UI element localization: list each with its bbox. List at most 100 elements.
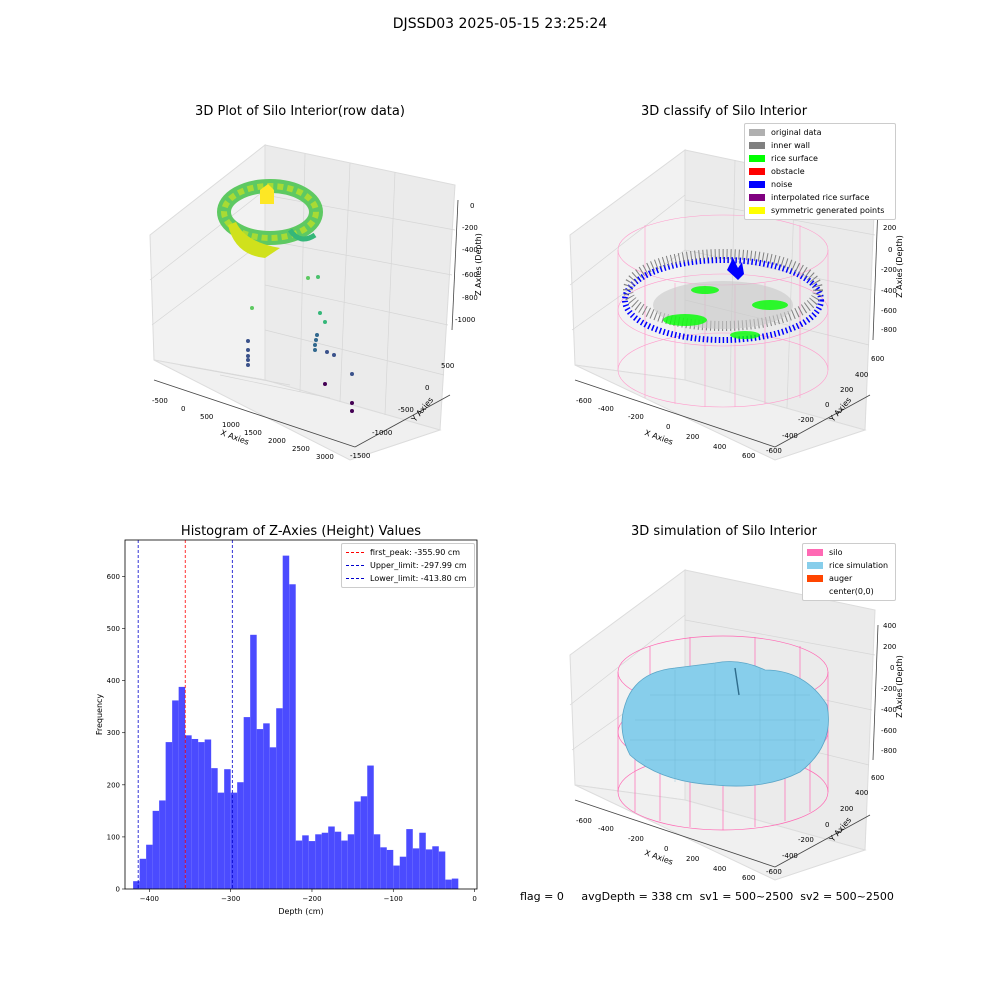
p1-ytick: -500 xyxy=(398,406,414,414)
histogram-bar xyxy=(256,729,264,889)
p4-xtick: 0 xyxy=(664,845,669,853)
y-tick-label: 100 xyxy=(107,833,120,841)
p2-ytick: 400 xyxy=(855,371,869,379)
legend-swatch xyxy=(807,562,823,569)
panel3-legend: first_peak: -355.90 cm Upper_limit: -297… xyxy=(341,543,475,588)
status-footer: flag = 0 avgDepth = 338 cm sv1 = 500~250… xyxy=(520,890,894,903)
histogram-bar xyxy=(172,700,179,889)
panel1-3d-scatter xyxy=(149,143,459,461)
histogram-bar xyxy=(419,832,426,889)
histogram-bar xyxy=(139,858,147,889)
plot-frame xyxy=(124,539,478,890)
histogram-bar xyxy=(393,865,400,889)
p4-ztick: 400 xyxy=(883,622,897,630)
histogram-bar xyxy=(133,881,140,889)
p1-ztick: -600 xyxy=(462,271,478,279)
panel2-legend: original data inner wall rice surface ob… xyxy=(744,123,896,220)
legend-item: noise xyxy=(745,178,895,191)
legend-item: center(0,0) xyxy=(803,585,895,598)
p1-xtick: 500 xyxy=(200,413,214,421)
legend-label: original data xyxy=(771,128,822,137)
legend-label: auger xyxy=(829,574,853,583)
p2-ztick: 200 xyxy=(883,224,897,232)
histogram-bar xyxy=(152,810,160,889)
p4-xtick: 400 xyxy=(713,865,727,873)
legend-label: silo xyxy=(829,548,843,557)
panel4-z-label: Z Axies (Depth) xyxy=(894,655,904,718)
panel2-3d-classify xyxy=(569,149,879,461)
panel1-point-cloud xyxy=(217,179,323,258)
panel4-rice-surface xyxy=(621,661,829,787)
legend-swatch xyxy=(749,194,765,201)
histogram-bar xyxy=(224,769,231,889)
histogram-bar xyxy=(380,847,387,889)
histogram-bar xyxy=(211,768,218,889)
p1-ztick: 0 xyxy=(470,202,475,210)
p2-xtick: 0 xyxy=(666,423,671,431)
p1-xtick: 2000 xyxy=(268,437,286,445)
p2-xtick: 200 xyxy=(686,433,700,441)
legend-label: interpolated rice surface xyxy=(771,193,870,202)
figure-title: DJSSD03 2025-05-15 23:25:24 xyxy=(392,16,608,32)
p4-ytick: -400 xyxy=(782,852,798,860)
p1-ytick: 0 xyxy=(425,384,430,392)
p2-xtick: -200 xyxy=(628,413,644,421)
p2-ztick: -600 xyxy=(881,307,897,315)
p1-xtick: 2500 xyxy=(292,445,310,453)
histogram-bar xyxy=(308,841,316,889)
p4-ztick: -600 xyxy=(881,727,897,735)
panel4-3d-simulation xyxy=(569,569,879,881)
p1-xtick: 0 xyxy=(181,405,186,413)
histogram-bar xyxy=(360,796,368,889)
histogram-bar xyxy=(302,835,309,889)
p1-xtick: 1000 xyxy=(222,421,240,429)
legend-swatch xyxy=(807,549,823,556)
p2-ytick: -200 xyxy=(798,416,814,424)
legend-item: inner wall xyxy=(745,139,895,152)
legend-swatch xyxy=(807,588,823,595)
legend-swatch xyxy=(749,129,765,136)
legend-swatch xyxy=(749,207,765,214)
x-tick-label: −200 xyxy=(302,895,321,903)
p4-xtick: -200 xyxy=(628,835,644,843)
legend-item: rice simulation xyxy=(803,559,895,572)
p2-xtick: 400 xyxy=(713,443,727,451)
panel2-floor-pane xyxy=(574,364,867,461)
p4-ytick: 600 xyxy=(871,774,885,782)
panel2-rice-surface xyxy=(663,286,788,339)
y-tick-label: 300 xyxy=(107,729,120,737)
histogram-bar xyxy=(237,782,244,889)
legend-item: Upper_limit: -297.99 cm xyxy=(342,559,474,572)
histogram-bar xyxy=(315,834,322,889)
panel1-grid xyxy=(149,153,456,416)
p4-ytick: 200 xyxy=(840,805,854,813)
legend-line xyxy=(346,565,364,566)
histogram-bar xyxy=(367,765,374,889)
panel1-outliers xyxy=(246,275,354,413)
histogram-bar xyxy=(354,801,361,889)
panel1-floor-pane xyxy=(153,359,442,461)
panel1-z-label: Z Axies (Depth) xyxy=(473,233,483,296)
histogram-bar xyxy=(432,846,439,889)
legend-item: symmetric generated points xyxy=(745,204,895,217)
panel2-title: 3D classify of Silo Interior xyxy=(640,104,808,119)
legend-item: Lower_limit: -413.80 cm xyxy=(342,572,474,585)
p2-ztick: 0 xyxy=(888,246,893,254)
histogram-bar xyxy=(217,792,225,889)
p4-xtick: -400 xyxy=(598,825,614,833)
x-tick-label: 0 xyxy=(472,895,476,903)
histogram-bar xyxy=(341,840,348,889)
histogram-bar xyxy=(250,634,257,889)
legend-swatch xyxy=(749,155,765,162)
p1-ytick: -1000 xyxy=(372,429,393,437)
histogram-bar xyxy=(347,834,355,889)
histogram-bar xyxy=(243,717,251,889)
p2-ytick: -600 xyxy=(766,447,782,455)
histogram-bar xyxy=(263,723,270,889)
legend-item: auger xyxy=(803,572,895,585)
x-tick-label: −400 xyxy=(140,895,159,903)
histogram-bar xyxy=(386,849,394,889)
histogram-bar xyxy=(146,844,153,889)
histogram-bar xyxy=(289,584,296,889)
panel1-title: 3D Plot of Silo Interior(row data) xyxy=(195,104,405,119)
